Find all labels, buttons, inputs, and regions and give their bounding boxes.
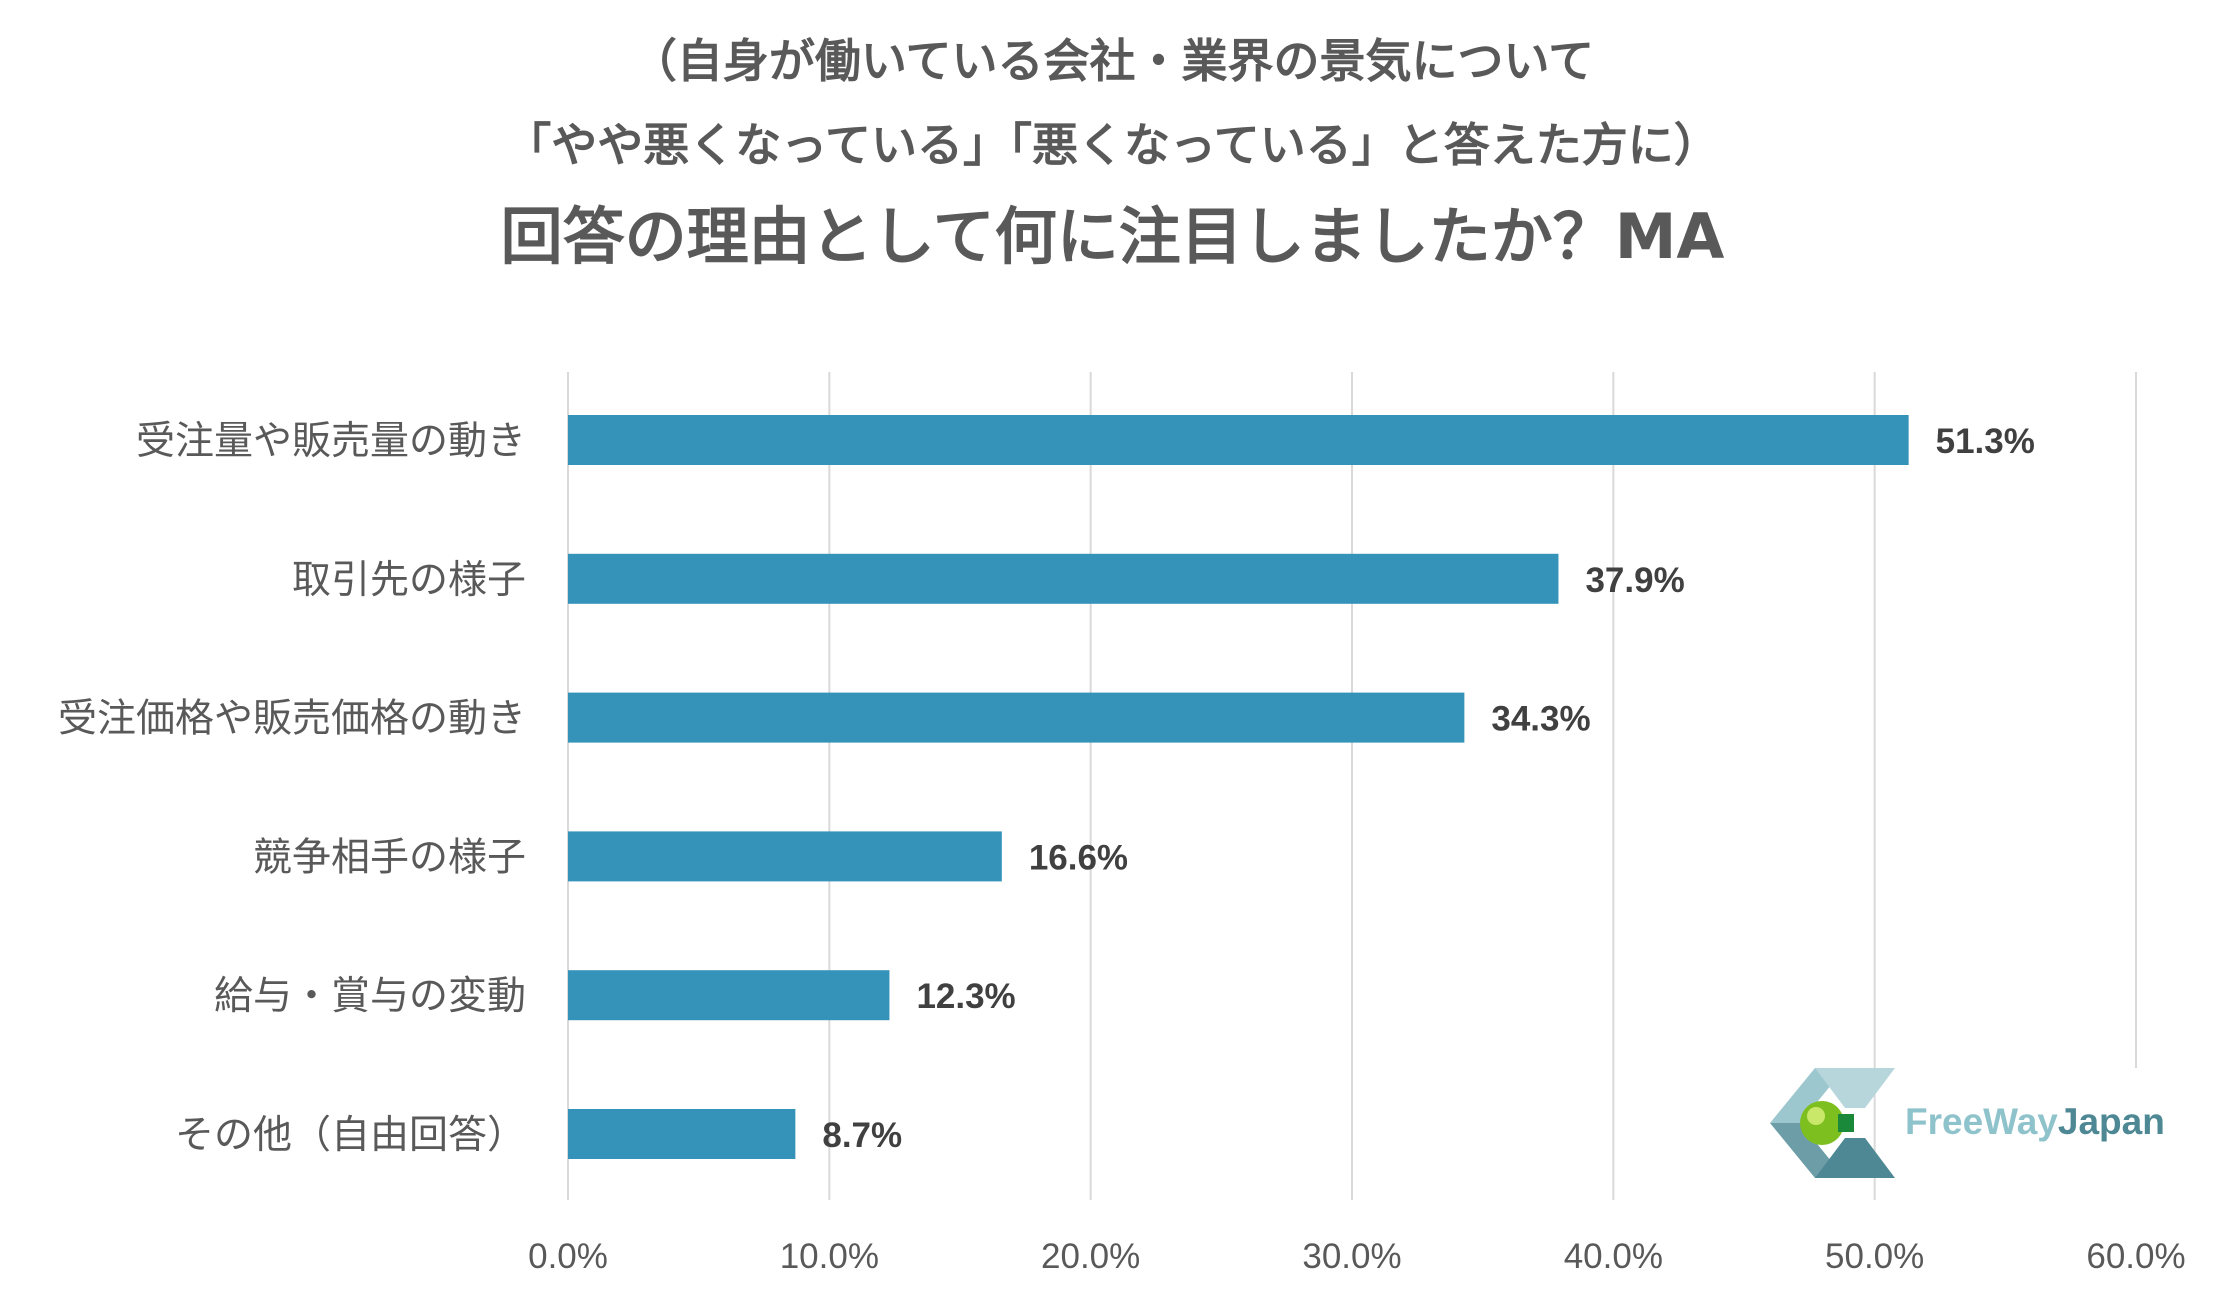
data-label: 16.6% <box>1029 838 1128 877</box>
category-label: 取引先の様子 <box>292 558 526 603</box>
x-tick-label: 40.0% <box>1564 1237 1663 1276</box>
x-tick-label: 30.0% <box>1302 1237 1401 1276</box>
logo-text: FreeWayJapan <box>1905 1101 2165 1143</box>
data-label: 51.3% <box>1936 422 2035 461</box>
bar <box>568 553 1559 604</box>
category-label: その他（自由回答） <box>175 1113 526 1158</box>
bar <box>568 970 890 1021</box>
title-line-2: 「やや悪くなっている」「悪くなっている」と答えた方に） <box>505 118 1720 172</box>
x-tick-label: 50.0% <box>1825 1237 1924 1276</box>
data-label: 12.3% <box>916 977 1015 1016</box>
logo-text-freeway: FreeWay <box>1905 1101 2058 1142</box>
category-label: 受注価格や販売価格の動き <box>58 697 526 742</box>
x-tick-label: 0.0% <box>528 1237 608 1276</box>
freewayjapan-logo: FreeWayJapan <box>1770 1068 2190 1178</box>
logo-emblem-icon <box>1770 1068 1895 1178</box>
category-label: 競争相手の様子 <box>253 835 526 880</box>
bar <box>568 415 1909 465</box>
logo-text-japan: Japan <box>2057 1101 2165 1142</box>
data-label: 8.7% <box>822 1116 902 1155</box>
data-label: 34.3% <box>1491 700 1590 739</box>
title-line-1: （自身が働いている会社・業界の景気について <box>630 34 1595 88</box>
bar <box>568 1109 796 1159</box>
category-label: 給与・賞与の変動 <box>214 974 526 1019</box>
x-tick-label: 20.0% <box>1041 1237 1140 1276</box>
category-label: 受注量や販売量の動き <box>136 419 526 464</box>
bar <box>568 831 1002 882</box>
chart-title-block: （自身が働いている会社・業界の景気について 「やや悪くなっている」「悪くなってい… <box>0 38 2225 268</box>
x-tick-label: 60.0% <box>2086 1237 2185 1276</box>
bar <box>568 692 1465 743</box>
x-tick-label: 10.0% <box>780 1237 879 1276</box>
data-label: 37.9% <box>1585 561 1684 600</box>
chart-title: 回答の理由として何に注目しましたか？MA <box>500 200 1725 273</box>
